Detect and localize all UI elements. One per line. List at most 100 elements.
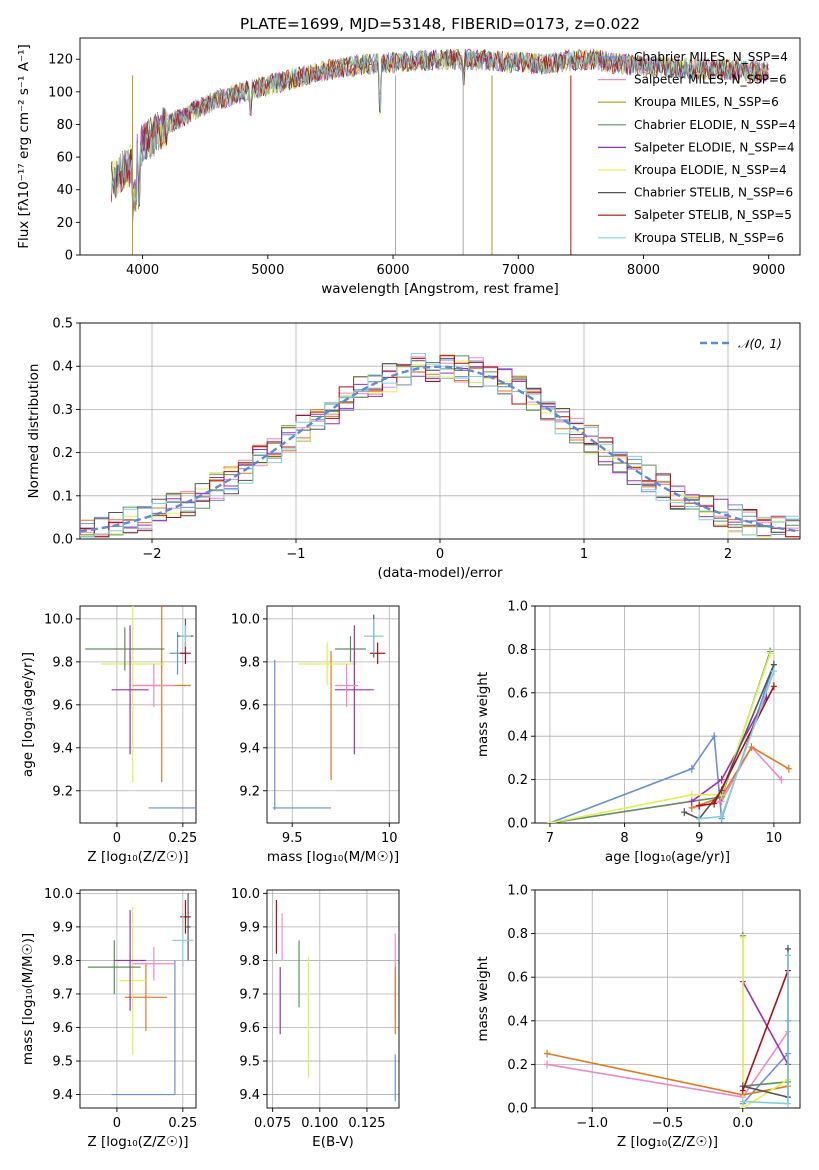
weight-age-point <box>767 649 774 658</box>
age-mass-marks <box>272 614 386 811</box>
residuals-xtick-label: 1 <box>580 547 588 562</box>
mass-Z-ylabel: mass [log₁₀(M/M☉)] <box>20 933 36 1065</box>
mass-Z-xtick-label: 0.25 <box>168 1116 197 1131</box>
weight-age-frame <box>534 605 801 824</box>
weight-Z-series-line <box>742 938 789 1108</box>
residuals-ylabel: Normed distribution <box>26 364 42 499</box>
spectrum-xtick-label: 8000 <box>627 263 660 278</box>
weight-age-point <box>696 801 703 810</box>
weight-Z-point <box>544 1049 551 1058</box>
weight-Z-axes: −1.0 −0.5 0.0 0.0 0.2 0.4 0.6 0.8 1.0 Z [log₁₀(Z/… <box>475 884 801 1150</box>
age-Z-ytick-label: 9.4 <box>52 741 73 756</box>
age-mass-ytick-label: 9.6 <box>239 698 260 713</box>
residuals-xtick-label: 0 <box>436 547 444 562</box>
weight-Z-ylabel: mass weight <box>475 956 491 1041</box>
legend-label: Chabrier ELODIE, N_SSP=4 <box>634 118 796 132</box>
weight-age-point <box>778 775 785 784</box>
weight-Z-ytick-label: 0.0 <box>507 1102 528 1117</box>
age-Z-xlabel: Z [log₁₀(Z/Z☉)] <box>87 849 188 865</box>
weight-Z-series-line <box>742 970 789 1091</box>
age-Z-ytick-label: 9.6 <box>52 698 73 713</box>
spectrum-title: PLATE=1699, MJD=53148, FIBERID=0173, z=0… <box>240 15 640 33</box>
weight-age-series-line <box>691 745 790 809</box>
residuals-ytick-label: 0.2 <box>52 446 73 461</box>
residuals-ytick-label: 0.1 <box>52 489 73 504</box>
age-mass-xtick-label: 9.5 <box>282 831 303 846</box>
spectrum-lines <box>110 48 769 255</box>
weight-age-point <box>681 808 688 817</box>
age-Z-xtick-label: 0 <box>113 831 121 846</box>
weight-age-marks <box>546 647 792 823</box>
weight-Z-ytick-label: 0.6 <box>507 971 528 986</box>
spectrum-ylabel: Flux [fλ10⁻¹⁷ erg cm⁻² s⁻¹ A⁻¹] <box>16 44 32 249</box>
spectrum-xtick-label: 7000 <box>502 263 535 278</box>
weight-Z-point <box>739 933 746 942</box>
weight-Z-point <box>544 1060 551 1069</box>
weight-Z-point <box>739 1097 746 1106</box>
residual-histograms <box>80 353 800 538</box>
mass-EBV-ytick-label: 9.9 <box>239 920 260 935</box>
spectrum-frame <box>79 37 801 256</box>
weight-Z-point <box>739 1086 746 1095</box>
weight-age-point <box>770 682 777 691</box>
mass-Z-ytick-label: 9.6 <box>52 1021 73 1036</box>
legend-label: Chabrier STELIB, N_SSP=6 <box>634 186 793 200</box>
spectrum-ytick-label: 80 <box>56 118 73 133</box>
mass-Z-ytick-label: 9.9 <box>52 920 73 935</box>
weight-age-xtick-label: 9 <box>695 831 703 846</box>
age-Z-axes: 0 0.25 9.2 9.4 9.6 9.8 10.0 Z [log₁₀(Z/Z☉)] age … <box>20 605 197 865</box>
histogram-series <box>80 353 800 538</box>
weight-Z-ytick-label: 0.2 <box>507 1058 528 1073</box>
mass-EBV-ytick-label: 9.5 <box>239 1055 260 1070</box>
weight-age-point <box>785 764 792 773</box>
spectrum-ytick-label: 120 <box>48 53 73 68</box>
age-Z-ytick-label: 9.2 <box>52 784 73 799</box>
weight-age-xtick-label: 7 <box>546 831 554 846</box>
weight-age-point <box>770 667 777 676</box>
mass-Z-xlabel: Z [log₁₀(Z/Z☉)] <box>87 1134 188 1150</box>
residuals-ytick-label: 0.4 <box>52 360 73 375</box>
age-mass-ytick-label: 9.4 <box>239 741 260 756</box>
legend-label: Salpeter MILES, N_SSP=6 <box>634 73 787 87</box>
mass-EBV-ytick-label: 9.8 <box>239 954 260 969</box>
mass-EBV-ytick-label: 9.6 <box>239 1021 260 1036</box>
weight-age-point <box>711 799 718 808</box>
mass-EBV-frame <box>266 889 400 1109</box>
weight-Z-ytick-label: 0.4 <box>507 1014 528 1029</box>
spectrum-ytick-label: 40 <box>56 183 73 198</box>
legend-label: Kroupa STELIB, N_SSP=6 <box>634 231 784 245</box>
age-Z-frame <box>79 605 197 824</box>
age-mass-ytick-label: 10.0 <box>231 612 260 627</box>
mass-EBV-marks <box>275 900 396 1102</box>
mass-Z-ytick-label: 9.7 <box>52 987 73 1002</box>
weight-age-point <box>711 732 718 741</box>
age-mass-frame <box>266 605 400 824</box>
weight-Z-series-line <box>742 981 789 1065</box>
age-mass-ytick-label: 9.2 <box>239 784 260 799</box>
weight-age-point <box>688 790 695 799</box>
mass-EBV-xtick-label: 0.100 <box>301 1116 338 1131</box>
weight-age-point <box>718 812 725 821</box>
weight-Z-ytick-label: 1.0 <box>507 884 528 899</box>
spectrum-xlabel: wavelength [Angstrom, rest frame] <box>321 281 559 297</box>
weight-age-point <box>748 743 755 752</box>
residuals-xtick-label: 2 <box>724 547 732 562</box>
age-Z-ytick-label: 10.0 <box>44 612 73 627</box>
weight-age-point <box>546 819 553 823</box>
age-Z-xtick-label: 0.25 <box>168 831 197 846</box>
mass-Z-frame <box>79 889 197 1109</box>
weight-age-point <box>696 814 703 823</box>
weight-Z-frame <box>534 889 801 1109</box>
weight-age-ytick-label: 0.8 <box>507 643 528 658</box>
legend-label: Chabrier MILES, N_SSP=4 <box>634 50 788 64</box>
normal-reference-curve <box>80 365 800 533</box>
weight-Z-ytick-label: 0.8 <box>507 927 528 942</box>
age-Z-ytick-label: 9.8 <box>52 655 73 670</box>
spectrum-ytick-label: 0 <box>65 249 73 264</box>
legend-label: Salpeter ELODIE, N_SSP=4 <box>634 140 795 154</box>
mass-EBV-xtick-label: 0.075 <box>254 1116 291 1131</box>
weight-Z-marks <box>544 931 791 1108</box>
weight-age-xtick-label: 8 <box>620 831 628 846</box>
mass-EBV-ytick-label: 9.4 <box>239 1088 260 1103</box>
spectrum-legend: Chabrier MILES, N_SSP=4 Salpeter MILES, N… <box>598 50 796 245</box>
